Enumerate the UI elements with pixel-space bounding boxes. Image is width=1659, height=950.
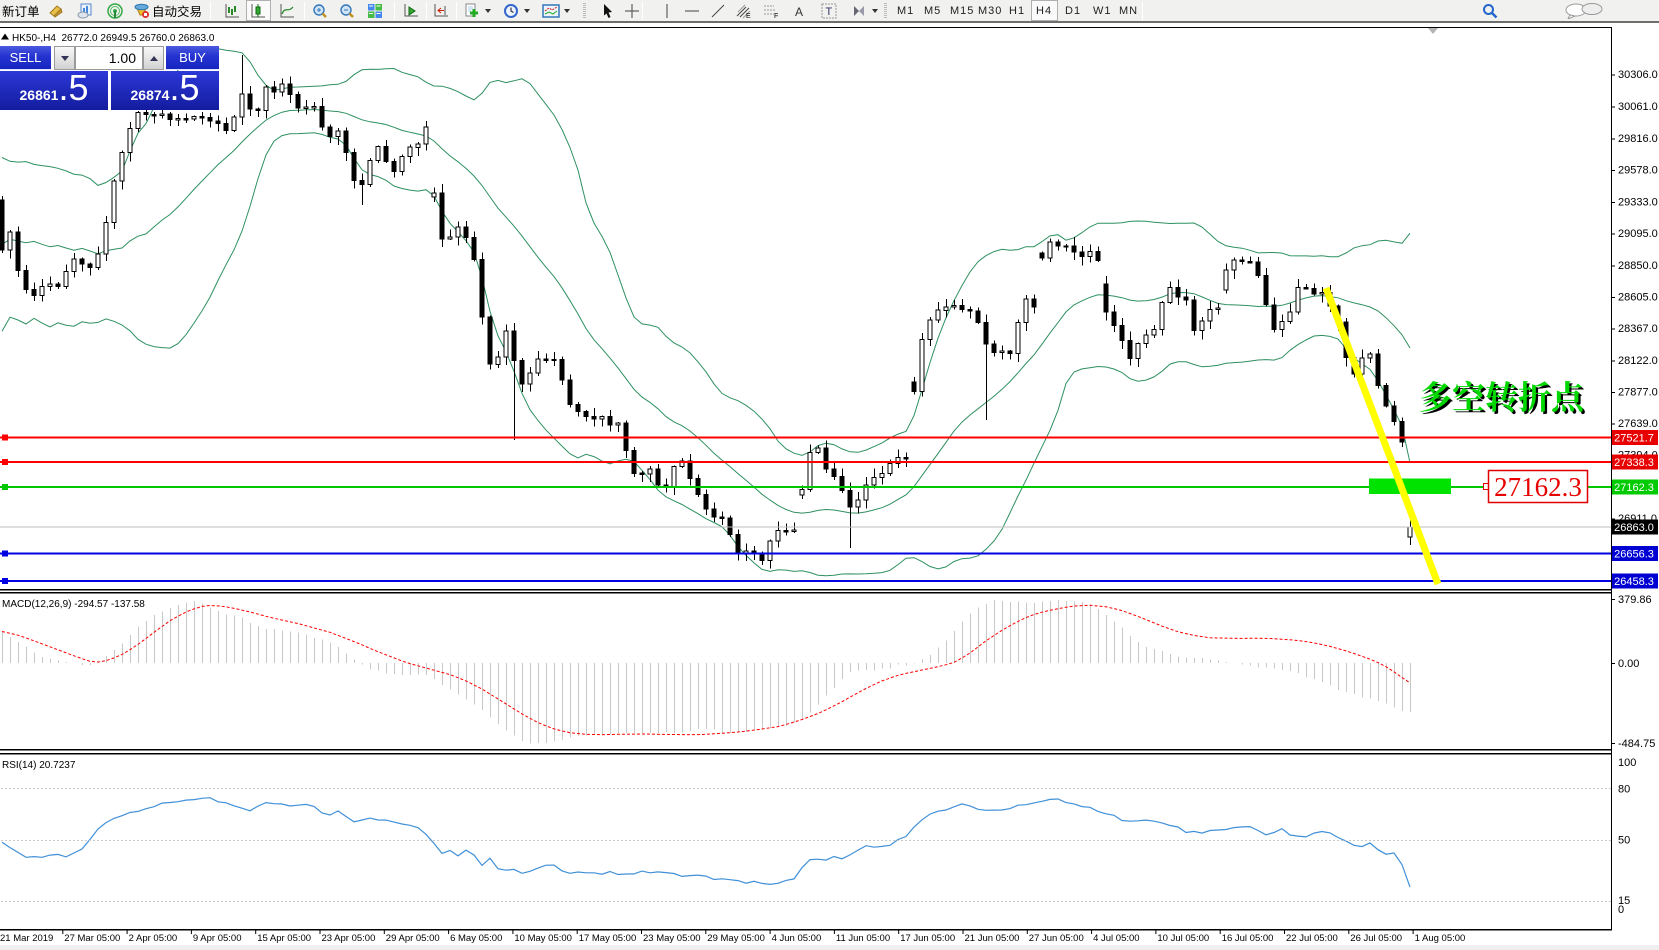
svg-text:26863.0: 26863.0 (1614, 522, 1654, 534)
svg-text:F: F (774, 13, 778, 19)
svg-text:17 Jun 05:00: 17 Jun 05:00 (900, 933, 955, 944)
svg-text:10 May 05:00: 10 May 05:00 (514, 933, 572, 944)
svg-text:15 Apr 05:00: 15 Apr 05:00 (257, 933, 311, 944)
svg-text:26 Jul 05:00: 26 Jul 05:00 (1350, 933, 1402, 944)
svg-text:27 Jun 05:00: 27 Jun 05:00 (1029, 933, 1084, 944)
svg-text:11 Jun 05:00: 11 Jun 05:00 (836, 933, 890, 944)
svg-text:9 Apr 05:00: 9 Apr 05:00 (193, 933, 242, 944)
svg-text:29816.0: 29816.0 (1618, 133, 1658, 145)
svg-text:50: 50 (1618, 835, 1630, 847)
svg-text:26458.3: 26458.3 (1614, 576, 1654, 588)
svg-text:16 Jul 05:00: 16 Jul 05:00 (1222, 933, 1274, 944)
svg-text:27162.3: 27162.3 (1614, 482, 1654, 494)
svg-text:28367.0: 28367.0 (1618, 323, 1658, 335)
svg-text:30306.0: 30306.0 (1618, 69, 1658, 81)
svg-text:-484.75: -484.75 (1618, 738, 1655, 750)
svg-text:23 Apr 05:00: 23 Apr 05:00 (322, 933, 376, 944)
svg-text:30061.0: 30061.0 (1618, 101, 1658, 113)
svg-text:23 May 05:00: 23 May 05:00 (643, 933, 701, 944)
svg-text:100: 100 (1618, 757, 1636, 769)
svg-text:379.86: 379.86 (1618, 594, 1652, 606)
svg-text:HK50-,H4 26772.0 26949.5 2676: HK50-,H4 26772.0 26949.5 26760.0 26863.0 (12, 33, 215, 44)
svg-text:6 May 05:00: 6 May 05:00 (450, 933, 502, 944)
svg-text:1 Aug 05:00: 1 Aug 05:00 (1415, 933, 1466, 944)
svg-text:4 Jun 05:00: 4 Jun 05:00 (772, 933, 822, 944)
svg-text:27877.0: 27877.0 (1618, 387, 1658, 399)
svg-text:80: 80 (1618, 784, 1630, 796)
svg-text:22 Jul 05:00: 22 Jul 05:00 (1286, 933, 1338, 944)
svg-text:2 Apr 05:00: 2 Apr 05:00 (129, 933, 178, 944)
svg-text:28605.0: 28605.0 (1618, 292, 1658, 304)
svg-text:T: T (826, 6, 833, 18)
svg-text:29 May 05:00: 29 May 05:00 (707, 933, 765, 944)
svg-text:17 May 05:00: 17 May 05:00 (579, 933, 637, 944)
svg-text:RSI(14) 20.7237: RSI(14) 20.7237 (2, 760, 76, 771)
svg-text:27639.0: 27639.0 (1618, 418, 1658, 430)
svg-text:28122.0: 28122.0 (1618, 355, 1658, 367)
svg-text:27338.3: 27338.3 (1614, 457, 1654, 469)
svg-text:0.00: 0.00 (1618, 658, 1639, 670)
svg-text:27 Mar 05:00: 27 Mar 05:00 (64, 933, 120, 944)
svg-text:28850.0: 28850.0 (1618, 260, 1658, 272)
svg-text:0: 0 (1618, 904, 1624, 916)
svg-text:26656.3: 26656.3 (1614, 548, 1654, 560)
svg-text:27521.7: 27521.7 (1614, 432, 1654, 444)
svg-text:21 Mar 2019: 21 Mar 2019 (0, 933, 53, 944)
svg-text:MACD(12,26,9) -294.57 -137.58: MACD(12,26,9) -294.57 -137.58 (2, 599, 145, 610)
svg-text:21 Jun 05:00: 21 Jun 05:00 (965, 933, 1020, 944)
svg-text:29 Apr 05:00: 29 Apr 05:00 (386, 933, 440, 944)
svg-text:10 Jul 05:00: 10 Jul 05:00 (1157, 933, 1209, 944)
svg-text:E: E (746, 13, 751, 19)
svg-text:27162.3: 27162.3 (1494, 472, 1582, 502)
svg-text:15: 15 (1618, 895, 1630, 907)
svg-text:29095.0: 29095.0 (1618, 228, 1658, 240)
svg-text:29578.0: 29578.0 (1618, 165, 1658, 177)
svg-text:4 Jul 05:00: 4 Jul 05:00 (1093, 933, 1139, 944)
svg-text:29333.0: 29333.0 (1618, 197, 1658, 209)
